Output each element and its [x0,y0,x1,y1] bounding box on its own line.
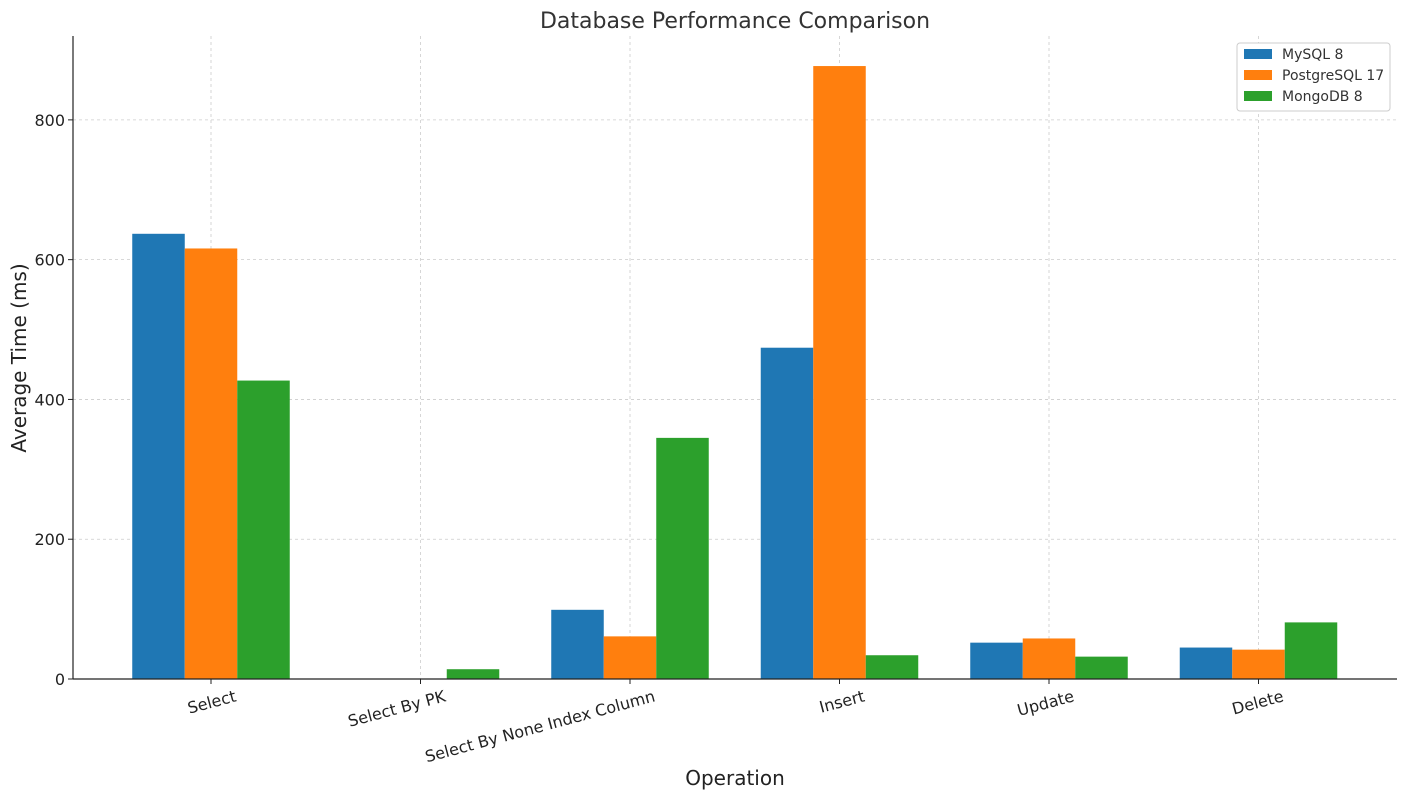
bar [237,380,290,679]
y-tick-label: 200 [34,530,65,549]
legend-swatch [1244,49,1272,59]
legend-label: MongoDB 8 [1282,89,1363,105]
y-tick-label: 800 [34,111,65,130]
x-tick-label: Select By None Index Column [423,687,657,767]
x-tick-label: Select [185,687,238,718]
legend-label: MySQL 8 [1282,47,1343,63]
bar [865,655,919,679]
bar [184,248,238,680]
legend: MySQL 8 PostgreSQL 17 MongoDB 8 [1236,42,1391,112]
legend-label: PostgreSQL 17 [1282,68,1384,84]
x-tick-label: Update [1015,687,1076,720]
bar [446,669,500,679]
legend-swatch [1244,91,1272,101]
y-tick-label: 0 [55,670,65,689]
bar [813,66,866,679]
bar [760,347,814,679]
chart-title: Database Performance Comparison [540,9,930,34]
bar [1022,638,1076,679]
x-axis-title: Operation [685,766,785,790]
bar [970,642,1023,679]
y-axis-ticks: 0 200 400 600 800 [34,111,73,689]
bar [1075,656,1128,679]
x-tick-label: Insert [817,687,866,717]
legend-swatch [1244,70,1272,80]
bar [1232,649,1285,679]
bar [656,437,709,679]
x-tick-label: Select By PK [346,686,448,730]
bar [1284,622,1338,679]
bar [603,636,657,679]
bar [1179,647,1233,679]
y-tick-label: 600 [34,251,65,270]
x-tick-label: Delete [1230,687,1286,719]
y-axis-title: Average Time (ms) [7,263,31,452]
bars-group [132,66,1338,680]
y-tick-label: 400 [34,390,65,409]
bar [132,233,185,679]
legend-box [1236,42,1391,112]
bar [551,609,604,679]
